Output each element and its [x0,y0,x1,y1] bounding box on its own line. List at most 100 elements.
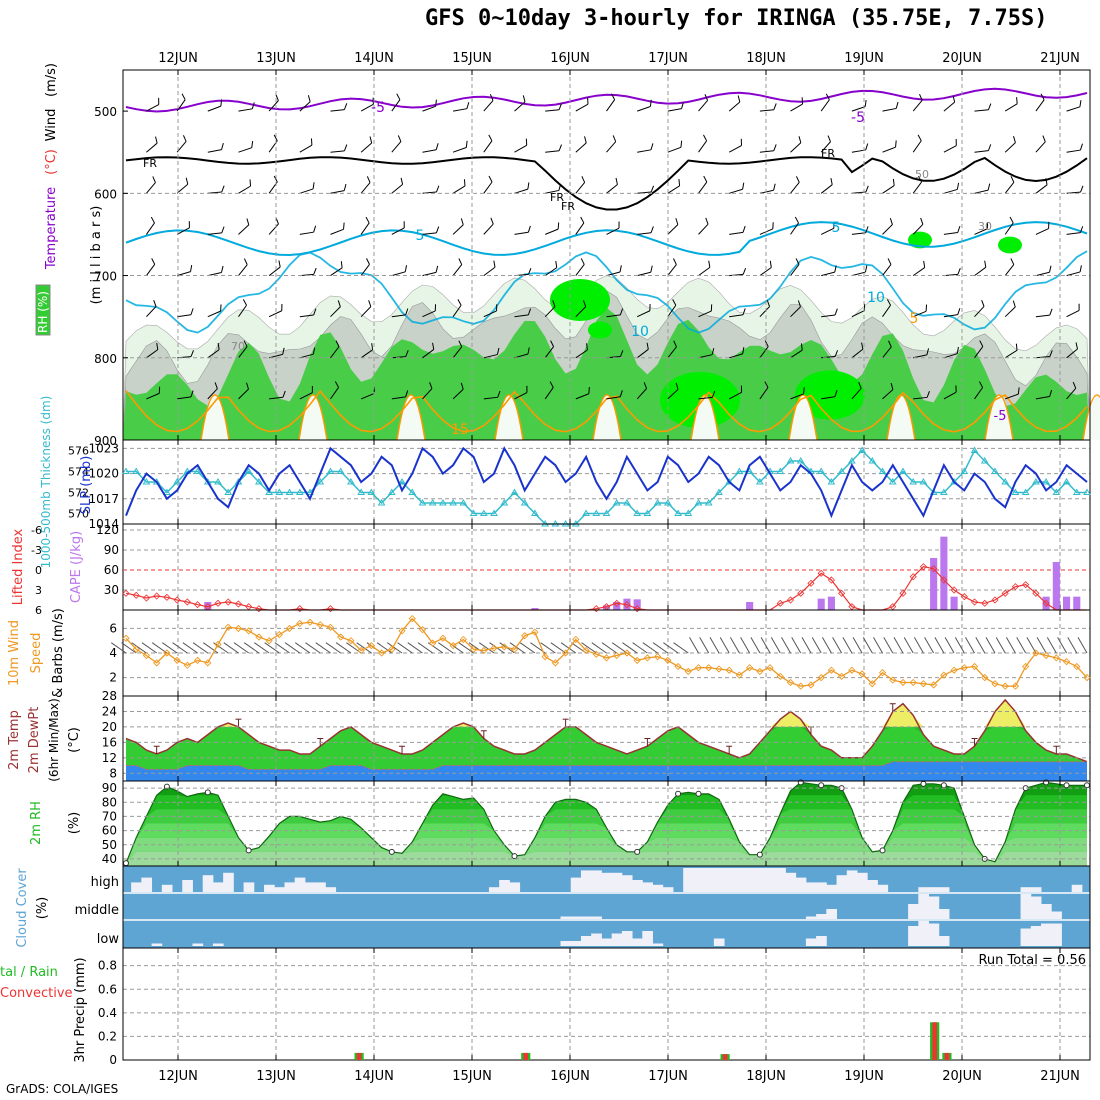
thickness-point [715,488,723,495]
wind-barb [145,258,156,276]
cape-bar [950,596,958,610]
precip-convective-bar [523,1052,529,1060]
wind10m-point [429,639,437,647]
wind-barb [790,136,802,153]
lifted-index-point [1011,583,1020,591]
wind-barb [729,182,745,194]
wind-barb-shaft [452,224,464,235]
thickness-point [602,509,611,516]
wind-barb-shaft [514,353,529,359]
wind-barb-shaft [238,304,247,317]
wind10m-barb-shaft [842,637,853,654]
wind10m-point [960,664,968,672]
thickness-point [214,478,222,485]
rh-contour-label: 30 [978,220,992,233]
wind10m-barb-shaft [1036,637,1047,654]
wind10m-barb-shaft [591,642,607,654]
thickness-point [592,509,601,516]
wind-barb-flag [1010,176,1015,183]
lifted-index-tick-label: 3 [35,584,42,597]
wind10m-barb-shaft [954,637,965,654]
wind-barb-shaft [544,267,558,277]
cape-bar [930,558,938,610]
cloud-high-bar [693,868,705,892]
precip-tick-label: 0.4 [98,1006,117,1020]
wind-barb [790,97,804,112]
wind10m-axis-label-line3: & Barbs (m/s) [51,608,66,698]
y-axis-label-part: Temperature [44,187,59,270]
wind-barb-shaft [759,267,772,277]
thickness-point [909,478,918,485]
wind-barb-flag [830,178,833,185]
wind-barb-shaft [391,141,402,153]
precip-convective-bar [932,1022,937,1060]
thickness-point [847,457,856,464]
wind-barb-shaft [790,264,800,276]
wind-barb-flag [957,308,961,315]
wind-barb-shaft [1004,349,1018,359]
cloud-low-bar [908,926,919,946]
wind-barb-flag [488,175,493,183]
wind-barb-shaft [790,393,804,400]
wind-barb [544,340,555,359]
wind10m-barb-shaft [407,642,423,654]
wind10m-barb-shaft [862,637,873,654]
wind-barb [575,387,590,400]
wind-barb-shaft [575,103,589,112]
wind-barb-flag [153,300,157,307]
wind-barb-flag [1049,389,1053,397]
wind-barb-shaft [299,231,314,235]
cape-bar [1062,596,1071,610]
wind-barb-flag [643,382,648,389]
wind10m-barb-shaft [386,642,403,654]
lifted-index-point [797,589,805,597]
wind-barb-shaft [913,310,927,318]
wind-barb [667,101,684,112]
wind-barb-shaft [452,147,467,153]
wind-barb [238,140,254,153]
wind-barb [483,390,501,400]
wind10m-barb [1057,637,1068,654]
cloud-high-bar [591,870,602,892]
wind-barb-flag [185,177,189,185]
wind10m-barb-shaft [893,637,904,654]
wind-barb-shaft [729,188,743,194]
wind-barb-flag [489,94,494,101]
wind-barb-flag [865,143,869,151]
thickness-point [316,478,325,485]
wind10m-barb [893,637,904,654]
wind-barb-flag [764,340,769,347]
wind10m-barb-shaft [985,637,996,654]
wind-barb [1035,350,1053,359]
cloud-high-bar [662,887,674,892]
y-axis-label-part: (°C) [44,149,59,175]
wind-barb [974,340,984,359]
wind-barb-shaft [759,150,774,153]
cloud-low-bar [601,938,613,946]
lifted-index-point [848,603,856,611]
wind-barb-flag [558,183,562,191]
wind10m-barb-shaft [719,637,730,654]
temp-contour-5 [125,221,1088,257]
wind-barb [452,218,464,235]
thickness-point [326,467,335,474]
wind10m-point [878,669,887,677]
wind10m-barb [550,642,566,654]
wind-barb-shaft [943,314,958,318]
wind-barb-flag [497,390,501,398]
wind-barb-shaft [422,388,433,400]
wind-barb-shaft [851,232,866,235]
wind-barb [882,178,895,194]
cloud-high-bar [918,887,930,892]
wind-barb [360,176,371,194]
wind-barb-flag [979,340,984,347]
wind-barb-shaft [1066,309,1080,318]
wind-barb-shaft [360,142,373,153]
wind-barb-flag [581,176,586,183]
wind10m-barb-shaft [1046,637,1057,654]
wind10m-point [674,662,682,671]
wind10m-barb-shaft [995,637,1006,654]
wind-barb [1004,176,1015,194]
lifted-index-point [919,563,927,571]
rh-shade-bright [998,236,1022,254]
